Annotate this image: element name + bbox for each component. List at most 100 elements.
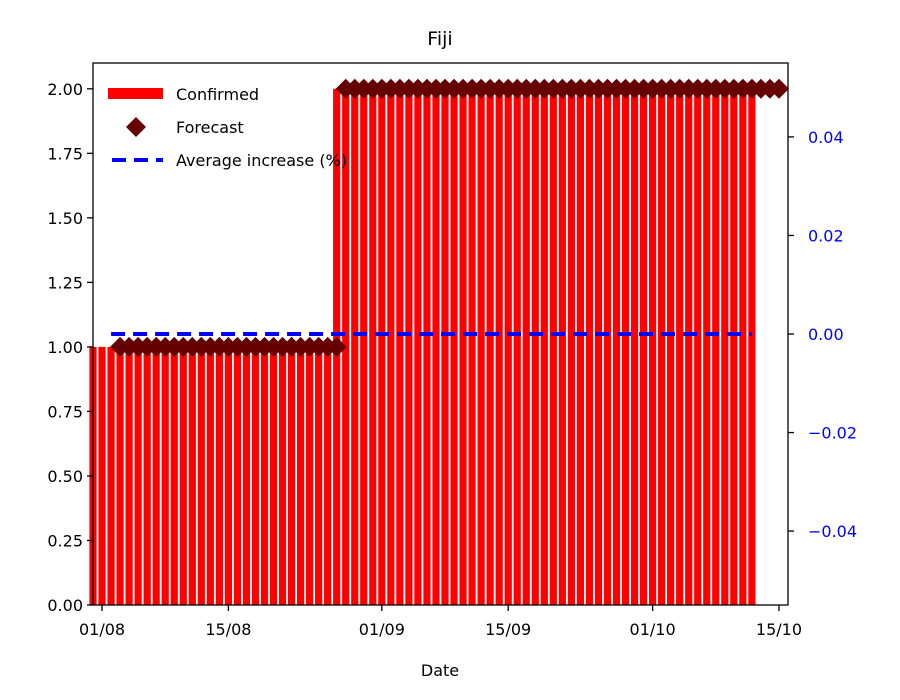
confirmed-bar: [504, 88, 512, 605]
confirmed-bar: [513, 88, 521, 605]
x-axis-label: Date: [421, 661, 459, 680]
x-tick-label: 15/08: [205, 620, 251, 639]
confirmed-bar: [477, 88, 485, 605]
y-tick-label: 1.00: [47, 338, 83, 357]
confirmed-bar: [703, 88, 711, 605]
confirmed-bar: [432, 88, 440, 605]
confirmed-bar: [315, 346, 323, 605]
y2-tick-label: −0.04: [808, 522, 857, 541]
confirmed-bar: [134, 346, 142, 605]
confirmed-bar: [630, 88, 639, 605]
confirmed-bar: [369, 88, 377, 605]
legend-forecast-label: Forecast: [176, 118, 244, 137]
confirmed-bar: [170, 346, 178, 605]
y-axis-left: 0.00 0.25 0.50 0.75 1.00 1.25 1.50 1.75 2.00: [47, 80, 93, 615]
confirmed-bar: [522, 88, 530, 605]
confirmed-bar: [721, 88, 729, 605]
confirmed-bar: [658, 88, 666, 605]
chart-title: Fiji: [427, 28, 452, 50]
y-tick-label: 1.50: [47, 209, 83, 228]
confirmed-bar: [594, 88, 603, 605]
y-axis-right: −0.04 −0.02 0.00 0.02 0.04: [788, 128, 857, 541]
confirmed-bar: [450, 88, 458, 605]
legend-confirmed-swatch: [108, 88, 163, 99]
confirmed-bar: [387, 88, 395, 605]
confirmed-bar: [441, 88, 449, 605]
y2-tick-label: 0.02: [808, 226, 844, 245]
confirmed-bar: [694, 88, 702, 605]
confirmed-bar: [107, 346, 115, 605]
confirmed-bar: [585, 88, 594, 605]
confirmed-bar: [125, 346, 133, 605]
confirmed-bar: [143, 346, 151, 605]
y-tick-label: 0.25: [47, 531, 83, 550]
confirmed-bar: [116, 346, 124, 605]
confirmed-bar: [423, 88, 431, 605]
confirmed-bar: [558, 88, 566, 605]
confirmed-bar: [306, 346, 314, 605]
x-tick-label: 01/10: [630, 620, 676, 639]
x-tick-label: 15/10: [756, 620, 802, 639]
confirmed-bar: [712, 88, 720, 605]
confirmed-bar: [215, 346, 223, 605]
legend-forecast-marker: [126, 117, 146, 137]
confirmed-bar: [639, 88, 648, 605]
confirmed-bar: [748, 88, 756, 605]
confirmed-bar: [459, 88, 467, 605]
forecast-markers: [110, 78, 789, 357]
y-tick-label: 0.50: [47, 467, 83, 486]
confirmed-bar: [486, 88, 494, 605]
confirmed-bar: [567, 88, 575, 605]
x-tick-label: 01/09: [359, 620, 405, 639]
confirmed-bar: [351, 88, 359, 605]
y-tick-label: 1.75: [47, 144, 83, 163]
confirmed-bar: [296, 346, 305, 605]
y2-tick-label: 0.00: [808, 325, 844, 344]
confirmed-bar: [179, 346, 187, 605]
confirmed-bar: [405, 88, 413, 605]
confirmed-bar: [540, 88, 548, 605]
y-tick-label: 0.75: [47, 402, 83, 421]
confirmed-bar: [531, 88, 539, 605]
confirmed-bar: [324, 346, 332, 605]
x-tick-label: 15/09: [485, 620, 531, 639]
confirmed-bar: [612, 88, 621, 605]
confirmed-bar: [360, 88, 368, 605]
confirmed-bar: [495, 88, 503, 605]
confirmed-bar: [621, 88, 630, 605]
confirmed-bar: [739, 88, 747, 605]
confirmed-bar: [468, 88, 476, 605]
confirmed-bar: [278, 346, 287, 605]
confirmed-bar: [576, 88, 585, 605]
forecast-marker: [326, 336, 347, 357]
confirmed-bar: [269, 346, 278, 605]
confirmed-bar: [676, 88, 684, 605]
confirmed-bar: [98, 346, 106, 605]
y-tick-label: 2.00: [47, 80, 83, 99]
confirmed-bar: [685, 88, 693, 605]
legend: Confirmed Forecast Average increase (%): [108, 85, 347, 170]
confirmed-bar: [161, 346, 169, 605]
confirmed-bar: [188, 346, 196, 605]
confirmed-bar: [224, 346, 232, 605]
x-axis: 01/08 15/08 01/09 15/09 01/10 15/10: [79, 605, 802, 639]
confirmed-bar: [396, 88, 404, 605]
y2-tick-label: 0.04: [808, 128, 844, 147]
legend-average-label: Average increase (%): [176, 151, 347, 170]
confirmed-bar: [649, 88, 657, 605]
y-tick-label: 1.25: [47, 273, 83, 292]
confirmed-bar: [206, 346, 214, 605]
confirmed-bar: [152, 346, 160, 605]
confirmed-bar: [242, 346, 251, 605]
confirmed-bar: [378, 88, 386, 605]
confirmed-bar: [549, 88, 557, 605]
confirmed-bar: [260, 346, 269, 605]
x-tick-label: 01/08: [79, 620, 125, 639]
confirmed-bar: [730, 88, 738, 605]
confirmed-bar: [233, 346, 242, 605]
y2-tick-label: −0.02: [808, 424, 857, 443]
confirmed-bar: [287, 346, 296, 605]
confirmed-bar: [197, 346, 205, 605]
confirmed-bar: [603, 88, 612, 605]
